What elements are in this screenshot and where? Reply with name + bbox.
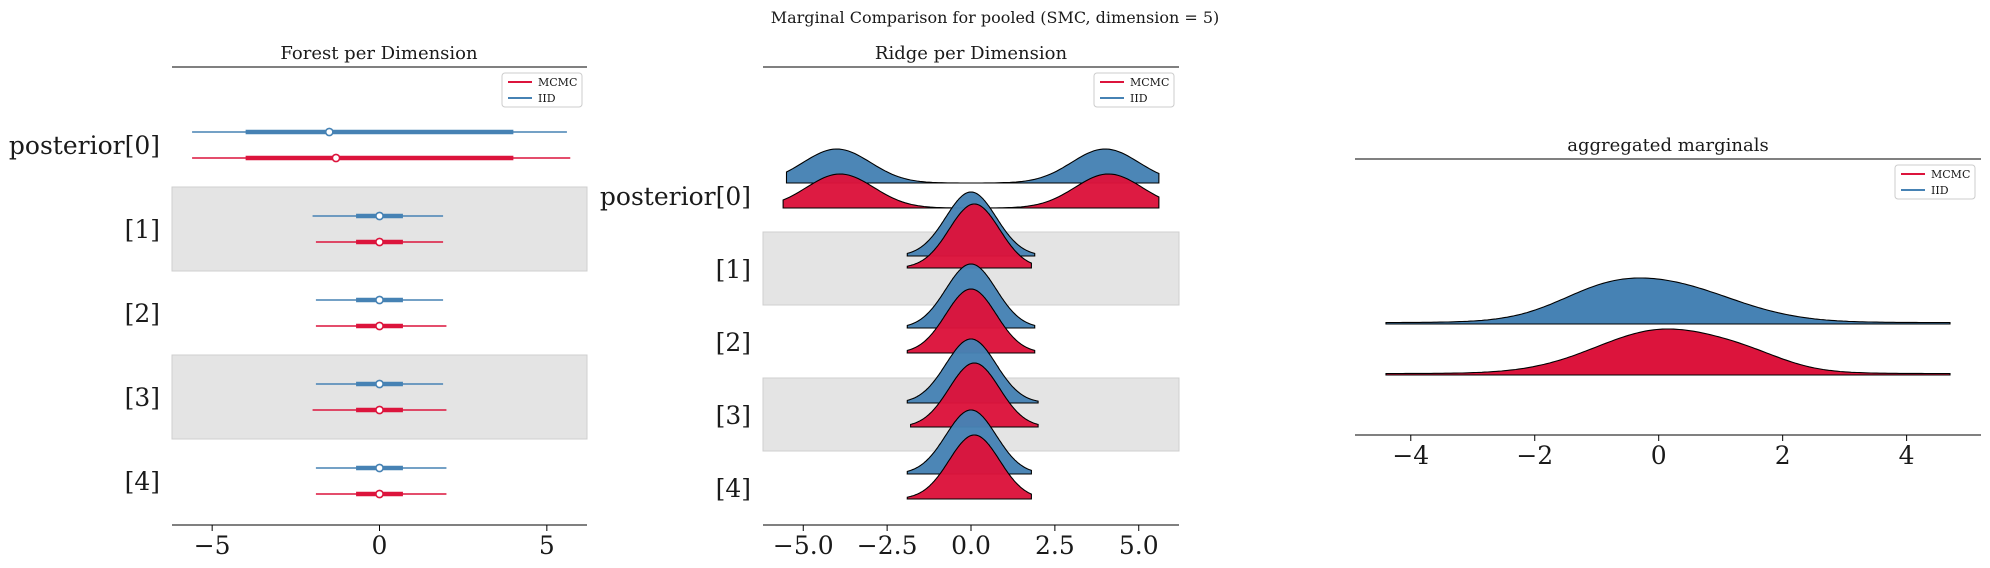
ridge-curve-iid	[785, 148, 1160, 184]
x-tick-label: −2.5	[857, 531, 918, 560]
x-tick-label: 0.0	[951, 531, 991, 560]
row-band	[171, 354, 588, 440]
forest-mean-point-iid	[375, 463, 384, 473]
x-tick-label: 5.0	[1119, 531, 1159, 560]
forest-mean-point-mcmc	[375, 237, 384, 247]
legend-label-mcmc: MCMC	[1931, 168, 1970, 181]
forest-mean-point-mcmc	[375, 489, 384, 499]
legend-label-iid: IID	[1130, 92, 1148, 105]
forest-mean-point-iid	[375, 211, 384, 221]
ridge-curve-mcmc	[906, 288, 1036, 354]
forest-mean-point-iid	[324, 127, 334, 137]
figure-suptitle: Marginal Comparison for pooled (SMC, dim…	[771, 8, 1220, 27]
y-row-label: [2]	[125, 299, 160, 328]
forest-mean-point-iid	[375, 379, 384, 389]
panel-forest-title: Forest per Dimension	[280, 43, 478, 64]
aggregated-curve-iid	[1385, 277, 1951, 325]
row-band	[171, 186, 588, 272]
y-row-label: [3]	[125, 383, 160, 412]
x-tick-label: 5	[539, 531, 555, 560]
panel-ridge-curves	[782, 148, 1160, 500]
y-row-label: [1]	[125, 215, 160, 244]
panel-aggregated-curves	[1385, 277, 1951, 376]
panel-ridge: Ridge per Dimension −5.0 −2.5 0.0 2.5 5.0 po…	[600, 43, 1180, 560]
panel-ridge-legend: MCMC IID	[1093, 72, 1175, 108]
forest-mean-point-mcmc	[375, 321, 384, 331]
x-tick-label: −4	[1392, 441, 1429, 470]
panel-forest: Forest per Dimension −5 0 5 posterior[0] [1…	[9, 43, 588, 560]
legend-label-mcmc: MCMC	[1130, 76, 1169, 89]
forest-mean-point-mcmc	[331, 153, 341, 163]
panel-aggregated-xticks: −4 −2 0 2 4	[1392, 435, 1915, 470]
ridge-curve-mcmc	[906, 434, 1032, 500]
aggregated-curve-mcmc	[1385, 328, 1951, 376]
ridge-curve-mcmc	[910, 362, 1039, 428]
y-row-label: posterior[0]	[9, 131, 160, 160]
panel-forest-ylabels: posterior[0] [1] [2] [3] [4]	[9, 131, 160, 496]
panel-ridge-xticks: −5.0 −2.5 0.0 2.5 5.0	[773, 525, 1159, 560]
x-tick-label: 4	[1899, 441, 1915, 470]
y-row-label: [4]	[125, 467, 160, 496]
panel-aggregated-title: aggregated marginals	[1567, 135, 1768, 156]
legend-label-mcmc: MCMC	[538, 76, 577, 89]
legend-label-iid: IID	[538, 92, 556, 105]
x-tick-label: 2.5	[1035, 531, 1075, 560]
panel-forest-rows	[192, 127, 571, 499]
panel-forest-xticks: −5 0 5	[194, 525, 555, 560]
y-row-label: [1]	[716, 255, 751, 284]
panel-aggregated-legend: MCMC IID	[1894, 164, 1976, 200]
ridge-curve-mcmc	[906, 203, 1032, 269]
forest-mean-point-mcmc	[375, 405, 384, 415]
panel-ridge-title: Ridge per Dimension	[875, 43, 1068, 64]
panel-forest-legend: MCMC IID	[501, 72, 583, 108]
panel-aggregated: aggregated marginals −4 −2 0 2 4 MCMC IID	[1355, 135, 1981, 470]
panel-ridge-ylabels: posterior[0] [1] [2] [3] [4]	[600, 182, 751, 503]
panel-ridge-bands	[762, 231, 1180, 452]
x-tick-label: −2	[1516, 441, 1553, 470]
x-tick-label: −5.0	[773, 531, 834, 560]
x-tick-label: 2	[1775, 441, 1791, 470]
y-row-label: [3]	[716, 401, 751, 430]
forest-mean-point-iid	[375, 295, 384, 305]
legend-label-iid: IID	[1931, 184, 1949, 197]
x-tick-label: 0	[1651, 441, 1667, 470]
panel-forest-bands	[171, 186, 588, 440]
x-tick-label: 0	[372, 531, 388, 560]
y-row-label: [2]	[716, 328, 751, 357]
x-tick-label: −5	[194, 531, 231, 560]
y-row-label: [4]	[716, 474, 751, 503]
y-row-label: posterior[0]	[600, 182, 751, 211]
